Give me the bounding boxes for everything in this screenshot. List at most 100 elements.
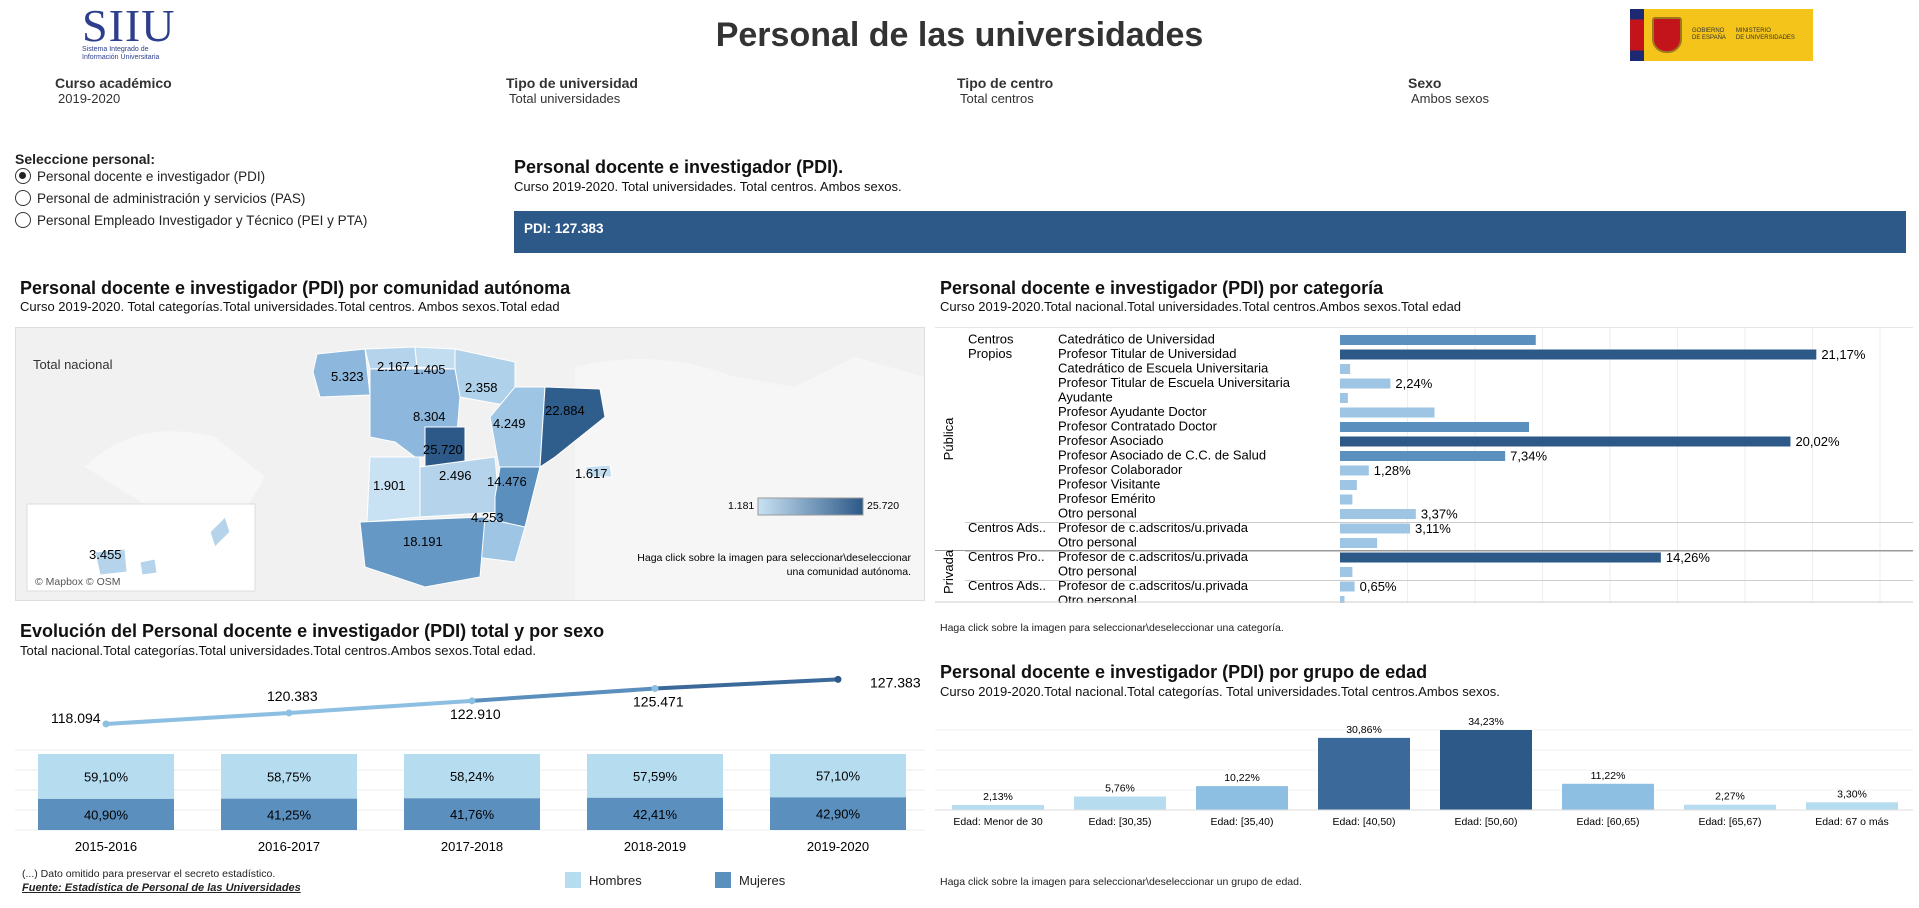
filter-value: Total centros xyxy=(960,91,1034,106)
category-bar[interactable] xyxy=(1340,567,1353,577)
map-chart[interactable]: Total nacional 5.323 2.167 1.405 2.358 8… xyxy=(15,327,925,601)
radio-pei[interactable]: Personal Empleado Investigador y Técnico… xyxy=(15,212,367,228)
bar-mujeres[interactable] xyxy=(221,798,357,830)
category-bar[interactable] xyxy=(1340,422,1529,432)
legend-mujeres[interactable]: Mujeres xyxy=(715,872,785,888)
category-bar[interactable] xyxy=(1340,538,1378,548)
source-link[interactable]: Fuente: Estadística de Personal de las U… xyxy=(22,882,301,894)
category-bar[interactable] xyxy=(1340,523,1410,534)
category-bar[interactable] xyxy=(1340,509,1416,519)
region-canarias-3[interactable] xyxy=(209,516,231,548)
category-bar[interactable] xyxy=(1340,465,1369,476)
age-bar[interactable] xyxy=(1684,804,1776,810)
line-value-label: 120.383 xyxy=(267,688,318,704)
category-label: Profesor Colaborador xyxy=(1058,462,1183,477)
filter-curso[interactable]: Curso académico 2019-2020 xyxy=(55,75,172,106)
x-tick-label: 2017-2018 xyxy=(441,839,503,854)
region-andalucia[interactable] xyxy=(359,516,486,588)
category-bar[interactable] xyxy=(1340,451,1506,461)
line-point[interactable] xyxy=(102,720,110,728)
category-bar[interactable] xyxy=(1340,393,1348,403)
pdi-total-bar[interactable]: PDI: 127.383 xyxy=(514,211,1906,253)
age-bar-chart[interactable]: 2,13% Edad: Menor de 30 5,76% Edad: [30,35)… xyxy=(935,710,1913,835)
x-tick-label: 2018-2019 xyxy=(624,839,686,854)
map-label: 25.720 xyxy=(423,442,463,457)
map-label: 22.884 xyxy=(545,403,585,418)
category-bar[interactable] xyxy=(1340,378,1391,389)
line-point[interactable] xyxy=(285,709,293,717)
region-canarias-2[interactable] xyxy=(139,558,158,576)
category-bar[interactable] xyxy=(1340,596,1345,603)
category-bar[interactable] xyxy=(1340,480,1357,490)
note: (...) Dato omitido para preservar el sec… xyxy=(22,868,276,880)
bar-mujeres[interactable] xyxy=(770,797,906,830)
age-bar[interactable] xyxy=(952,805,1044,810)
group-label: Centros Ads.. xyxy=(968,578,1046,593)
age-bar[interactable] xyxy=(1806,802,1898,810)
region-pais-vasco[interactable] xyxy=(454,348,516,408)
age-bar[interactable] xyxy=(1196,786,1288,810)
category-label: Profesor Contratado Doctor xyxy=(1058,419,1218,434)
bar-mujeres[interactable] xyxy=(404,798,540,830)
age-category-label: Edad: 67 o más xyxy=(1815,816,1889,828)
age-value-label: 2,13% xyxy=(983,791,1013,803)
radio-pas[interactable]: Personal de administración y servicios (… xyxy=(15,190,305,206)
age-bar[interactable] xyxy=(1562,783,1654,810)
line-point[interactable] xyxy=(651,685,659,693)
filter-label: Sexo xyxy=(1408,75,1442,91)
line-point[interactable] xyxy=(468,697,476,705)
page-title: Personal de las universidades xyxy=(715,16,1204,54)
filter-sexo[interactable]: Sexo Ambos sexos xyxy=(1408,75,1489,106)
category-bar[interactable] xyxy=(1340,494,1353,505)
radio-unchecked-icon[interactable] xyxy=(15,212,31,228)
bar-hombres[interactable] xyxy=(221,754,357,799)
bar-mujeres[interactable] xyxy=(587,797,723,830)
filter-label: Tipo de centro xyxy=(957,75,1054,91)
line-segment xyxy=(105,710,290,726)
radio-unchecked-icon[interactable] xyxy=(15,190,31,206)
group-label: Centros Pro.. xyxy=(968,549,1045,564)
region-galicia[interactable] xyxy=(312,348,371,398)
bar-label-mujeres: 41,25% xyxy=(267,807,312,822)
bar-hombres[interactable] xyxy=(587,754,723,798)
line-point[interactable] xyxy=(834,675,842,683)
category-value-label: 21,17% xyxy=(1821,347,1866,362)
bar-label-mujeres: 42,41% xyxy=(633,807,678,822)
bar-hombres[interactable] xyxy=(38,754,174,799)
map-label: 18.191 xyxy=(403,534,443,549)
radio-label: Personal Empleado Investigador y Técnico… xyxy=(37,212,368,228)
legend-hombres[interactable]: Hombres xyxy=(565,872,642,888)
legend-min: 1.181 xyxy=(728,500,754,512)
region-canarias[interactable] xyxy=(94,548,128,576)
bar-mujeres[interactable] xyxy=(38,798,174,830)
filter-tipo-universidad[interactable]: Tipo de universidad Total universidades xyxy=(506,75,638,106)
legend-max: 25.720 xyxy=(867,500,899,512)
category-bar[interactable] xyxy=(1340,335,1536,345)
age-hint: Haga click sobre la imagen para seleccio… xyxy=(940,876,1302,888)
age-value-label: 5,76% xyxy=(1105,783,1135,795)
line-value-label: 122.910 xyxy=(450,706,501,722)
region-baleares[interactable] xyxy=(584,464,613,478)
category-bar[interactable] xyxy=(1340,436,1791,447)
radio-pdi[interactable]: Personal docente e investigador (PDI) xyxy=(15,168,265,184)
evolution-chart[interactable]: 59,10% 40,90% 2015-2016 58,75% 41,25% 2016-20… xyxy=(15,662,925,857)
age-bar[interactable] xyxy=(1440,730,1532,810)
map-label: 8.304 xyxy=(413,409,446,424)
age-category-label: Edad: Menor de 30 xyxy=(953,816,1042,828)
age-bar[interactable] xyxy=(1074,796,1166,810)
category-bar[interactable] xyxy=(1340,552,1661,563)
category-bar[interactable] xyxy=(1340,364,1351,374)
age-bar[interactable] xyxy=(1318,737,1410,810)
map-label: 14.476 xyxy=(487,474,527,489)
category-bar[interactable] xyxy=(1340,581,1355,592)
radio-checked-icon[interactable] xyxy=(15,168,31,184)
filter-tipo-centro[interactable]: Tipo de centro Total centros xyxy=(957,75,1053,106)
category-bar[interactable] xyxy=(1340,349,1817,360)
category-bar[interactable] xyxy=(1340,407,1435,418)
region-cataluna[interactable] xyxy=(539,386,606,468)
filter-value: Total universidades xyxy=(509,91,621,106)
map-title: Personal docente e investigador (PDI) po… xyxy=(20,278,571,298)
bar-hombres[interactable] xyxy=(770,754,906,798)
bar-hombres[interactable] xyxy=(404,754,540,799)
